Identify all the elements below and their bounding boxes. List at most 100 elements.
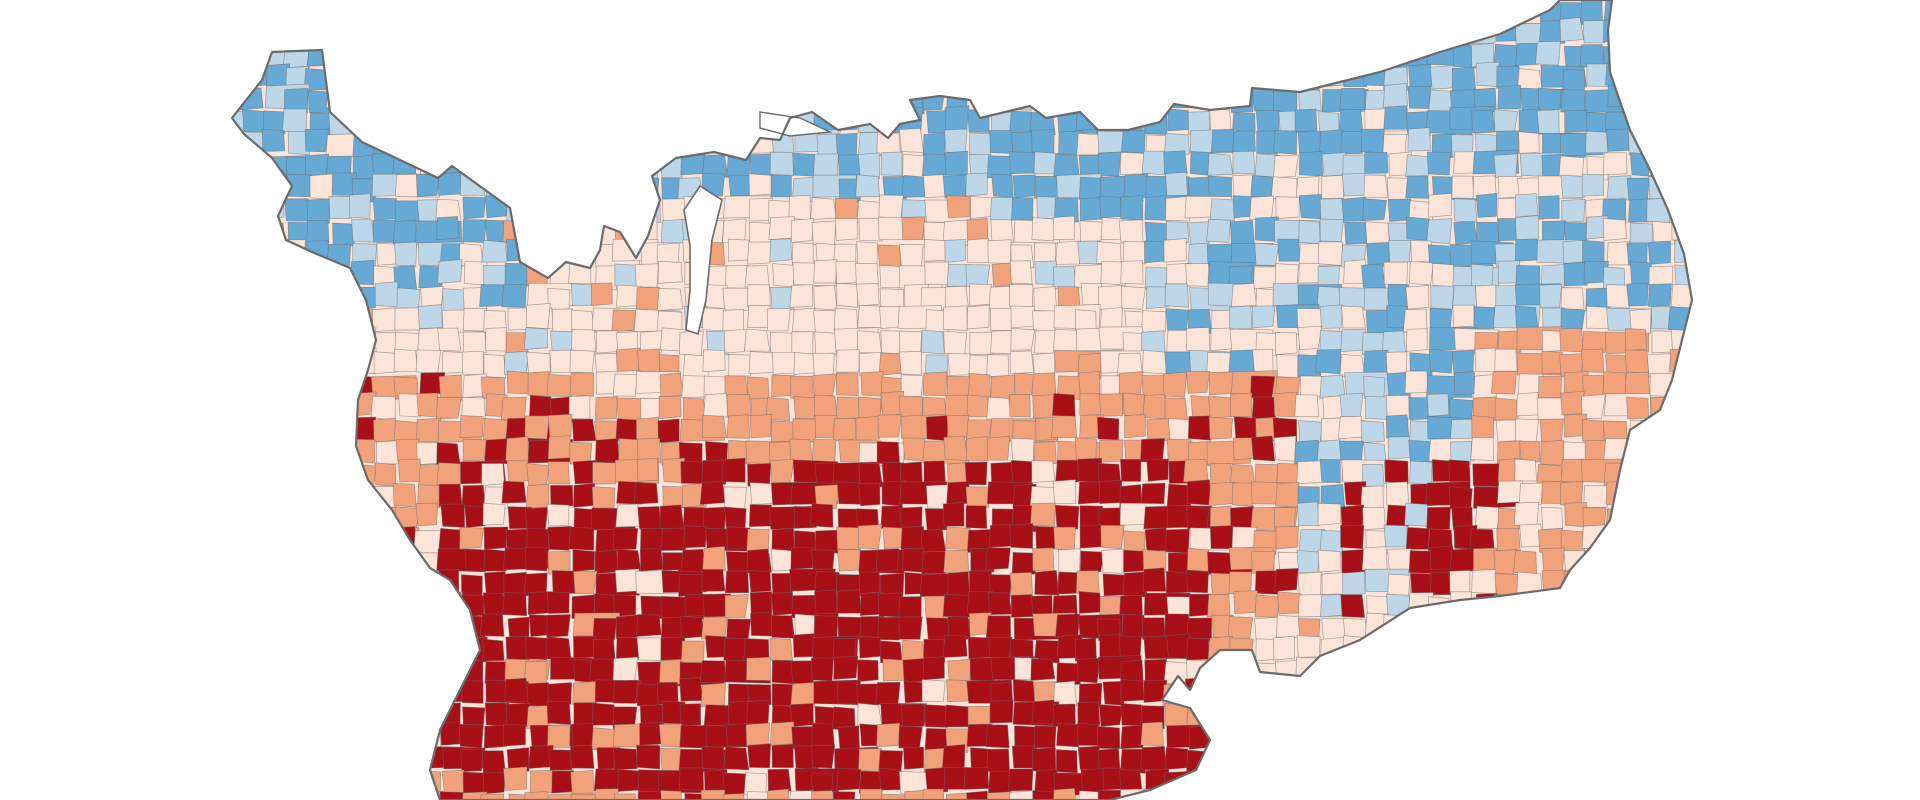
county-cell [770,0,795,22]
county-cell [305,20,329,44]
county-cell [414,639,463,663]
county-cell [1497,725,1522,748]
county-cell [770,614,795,639]
county-cell [1693,699,1716,723]
county-cell [1009,19,1036,44]
county-cell [1317,793,1339,800]
county-cell [1096,241,1122,264]
county-cell [1186,506,1210,530]
county-cell [47,67,71,89]
county-cell [659,658,682,685]
county-cell [1079,197,1103,221]
county-cell [1097,43,1124,67]
county-cell [1697,307,1719,330]
county-cell [351,108,377,134]
county-cell [1341,45,1365,69]
county-cell [109,284,132,308]
county-cell [747,376,770,401]
county-cell [750,21,774,45]
county-cell [1491,660,1515,686]
county-cell [1273,130,1298,155]
county-cell [546,503,570,527]
county-cell [1121,285,1146,310]
county-cell [46,726,92,748]
county-cell [1249,195,1275,221]
county-cell [134,19,156,44]
county-cell [415,502,439,527]
county-cell [19,552,43,574]
county-cell [110,45,155,69]
county-cell [395,682,420,705]
county-cell [1515,768,1563,794]
county-cell [1607,523,1633,548]
county-cell [1271,41,1319,66]
county-cell [200,684,223,706]
county-cell [966,304,990,330]
county-cell [109,150,133,173]
county-cell [902,44,929,68]
county-cell [634,481,659,505]
county-cell [64,217,86,240]
county-cell [239,150,264,174]
county-cell [374,462,396,487]
county-cell [67,242,113,264]
county-cell [1321,152,1347,177]
county-cell [898,330,923,354]
county-cell [112,768,136,793]
county-cell [0,289,25,311]
county-cell [419,65,445,88]
county-cell [1209,793,1234,800]
county-cell [1256,130,1278,155]
county-cell [1167,418,1193,443]
county-cell [878,44,924,70]
county-cell [524,0,550,24]
county-cell [261,765,286,792]
county-cell [41,746,66,769]
county-cell [416,88,440,113]
county-cell [1454,0,1478,26]
county-cell [1297,792,1322,800]
county-cell [43,414,67,438]
county-cell [1519,440,1541,464]
county-cell [595,788,619,800]
county-cell [1649,572,1674,597]
county-cell [1338,746,1363,771]
county-cell [175,153,199,175]
county-cell [236,0,284,23]
county-cell [1340,329,1367,353]
county-cell [568,395,591,420]
county-cell [1646,657,1671,682]
county-cell [1010,460,1035,484]
county-cell [968,64,993,89]
county-cell [1118,219,1144,244]
county-cell [1475,790,1521,800]
county-cell [1317,549,1341,573]
county-cell [1627,681,1654,706]
county-cell [232,65,246,88]
county-cell [1256,679,1278,704]
county-cell [1582,20,1606,44]
county-cell [198,440,222,463]
county-cell [1603,704,1627,728]
county-cell [22,284,43,308]
county-cell [200,3,223,25]
county-cell [1230,20,1255,47]
county-cell [65,459,90,483]
county-cell [1363,659,1387,684]
county-cell [1695,573,1717,595]
county-cell [699,480,726,505]
county-cell [505,174,531,200]
county-cell [171,769,197,791]
county-cell [261,483,285,507]
county-cell [266,305,291,329]
county-cell [1273,435,1297,462]
county-cell [1536,109,1560,136]
county-cell [903,746,925,770]
county-cell [88,592,111,616]
county-cell [1559,17,1585,42]
county-cell [1497,84,1522,110]
county-cell [238,704,263,728]
county-cell [1034,725,1057,749]
county-cell [612,21,639,46]
county-cell [1559,705,1583,729]
